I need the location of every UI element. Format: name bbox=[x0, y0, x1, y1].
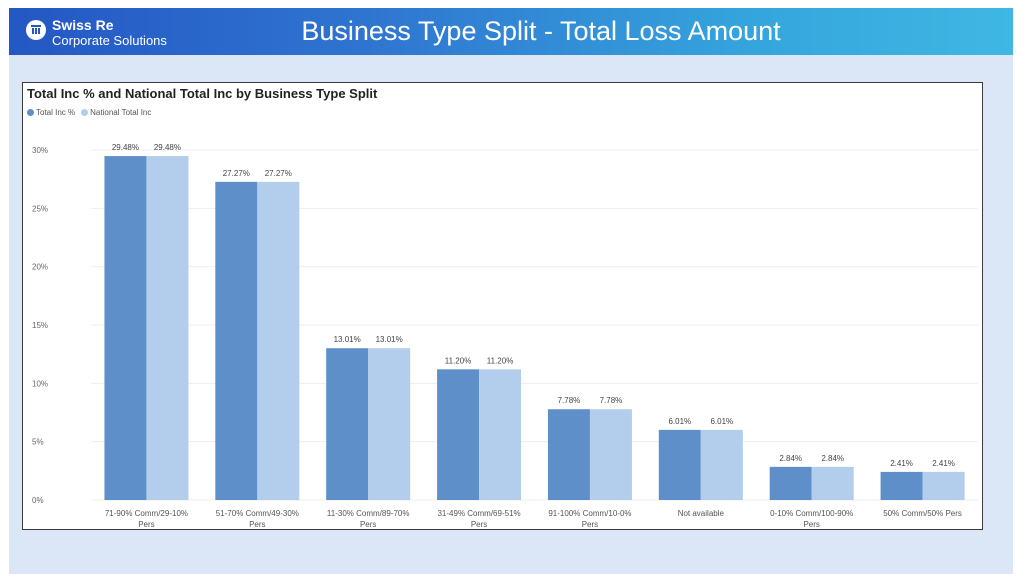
x-tick-label-line: Pers bbox=[360, 520, 376, 529]
data-label: 7.78% bbox=[600, 396, 623, 405]
brand-subtitle: Corporate Solutions bbox=[52, 33, 167, 48]
x-tick-label-line: 50% Comm/50% Pers bbox=[883, 509, 962, 518]
swiss-re-logo-icon bbox=[26, 20, 46, 40]
data-label: 27.27% bbox=[265, 169, 292, 178]
data-label: 11.20% bbox=[487, 356, 514, 365]
bar[interactable] bbox=[589, 409, 632, 500]
data-label: 2.84% bbox=[779, 454, 802, 463]
bar-chart-plot: 0% 5% 10% 15% 20% 25% 30% 29.48% 29.48% 71-90% Co… bbox=[32, 143, 978, 529]
y-tick-label: 20% bbox=[32, 263, 48, 272]
bar[interactable] bbox=[479, 369, 522, 500]
bar[interactable] bbox=[811, 466, 854, 500]
x-tick-label: 11-30% Comm/89-70% Pers bbox=[327, 509, 410, 529]
legend-item-series-1[interactable]: Total Inc % bbox=[27, 108, 75, 117]
chart-visual[interactable]: Total Inc % and National Total Inc by Bu… bbox=[22, 82, 983, 530]
x-tick-label-line: Pers bbox=[471, 520, 487, 529]
data-label: 13.01% bbox=[376, 335, 403, 344]
y-tick-label: 0% bbox=[32, 496, 44, 505]
bar[interactable] bbox=[146, 156, 189, 501]
bar[interactable] bbox=[368, 348, 411, 500]
data-label: 29.48% bbox=[112, 143, 139, 152]
bar[interactable] bbox=[215, 181, 258, 500]
bar[interactable] bbox=[547, 409, 590, 500]
bar[interactable] bbox=[437, 369, 480, 500]
legend-item-series-2[interactable]: National Total Inc bbox=[81, 108, 151, 117]
x-tick-label-line: 31-49% Comm/69-51% bbox=[437, 509, 520, 518]
bar[interactable] bbox=[257, 181, 300, 500]
x-tick-label-line: 11-30% Comm/89-70% bbox=[327, 509, 410, 518]
bar[interactable] bbox=[922, 471, 965, 500]
chart-legend[interactable]: Total Inc % National Total Inc bbox=[27, 108, 151, 117]
x-tick-label: 71-90% Comm/29-10% Pers bbox=[105, 509, 188, 529]
y-tick-label: 5% bbox=[32, 438, 44, 447]
x-tick-label-line: Pers bbox=[803, 520, 819, 529]
x-tick-label-line: 71-90% Comm/29-10% bbox=[105, 509, 188, 518]
brand-name: Swiss Re bbox=[52, 17, 114, 33]
legend-label: National Total Inc bbox=[90, 108, 152, 117]
data-label: 7.78% bbox=[558, 396, 581, 405]
data-label: 29.48% bbox=[154, 143, 181, 152]
bar[interactable] bbox=[104, 156, 147, 501]
x-tick-label-line: 51-70% Comm/49-30% bbox=[216, 509, 299, 518]
header-banner: Swiss Re Corporate Solutions Business Ty… bbox=[9, 8, 1013, 55]
bar[interactable] bbox=[658, 429, 701, 500]
data-label: 6.01% bbox=[668, 417, 691, 426]
data-label: 6.01% bbox=[710, 417, 733, 426]
data-label: 11.20% bbox=[445, 356, 472, 365]
x-tick-label: 31-49% Comm/69-51% Pers bbox=[437, 509, 520, 529]
y-tick-label: 15% bbox=[32, 321, 48, 330]
x-tick-label: 50% Comm/50% Pers bbox=[883, 509, 962, 518]
bar[interactable] bbox=[880, 471, 923, 500]
data-label: 13.01% bbox=[334, 335, 361, 344]
legend-dot-icon bbox=[27, 109, 34, 116]
bar[interactable] bbox=[326, 348, 369, 500]
x-tick-label: 0-10% Comm/100-90% Pers bbox=[770, 509, 853, 529]
legend-label: Total Inc % bbox=[36, 108, 76, 117]
data-label: 2.41% bbox=[890, 459, 913, 468]
x-tick-label-line: Pers bbox=[249, 520, 265, 529]
x-tick-label-line: 0-10% Comm/100-90% bbox=[770, 509, 853, 518]
y-tick-label: 30% bbox=[32, 146, 48, 155]
bar[interactable] bbox=[769, 466, 812, 500]
data-label: 27.27% bbox=[223, 169, 250, 178]
x-tick-label-line: Pers bbox=[138, 520, 154, 529]
x-tick-label: Not available bbox=[678, 509, 725, 518]
x-tick-label: 51-70% Comm/49-30% Pers bbox=[216, 509, 299, 529]
page-title: Business Type Split - Total Loss Amount bbox=[301, 16, 781, 46]
x-tick-label-line: Not available bbox=[678, 509, 725, 518]
y-tick-label: 25% bbox=[32, 204, 48, 213]
bar[interactable] bbox=[700, 429, 743, 500]
legend-dot-icon bbox=[81, 109, 89, 116]
data-label: 2.41% bbox=[932, 459, 955, 468]
x-tick-label-line: 91-100% Comm/10-0% bbox=[548, 509, 631, 518]
chart-title: Total Inc % and National Total Inc by Bu… bbox=[27, 86, 378, 101]
x-tick-label-line: Pers bbox=[582, 520, 598, 529]
data-label: 2.84% bbox=[821, 454, 844, 463]
y-tick-label: 10% bbox=[32, 379, 48, 388]
x-tick-label: 91-100% Comm/10-0% Pers bbox=[548, 509, 631, 529]
